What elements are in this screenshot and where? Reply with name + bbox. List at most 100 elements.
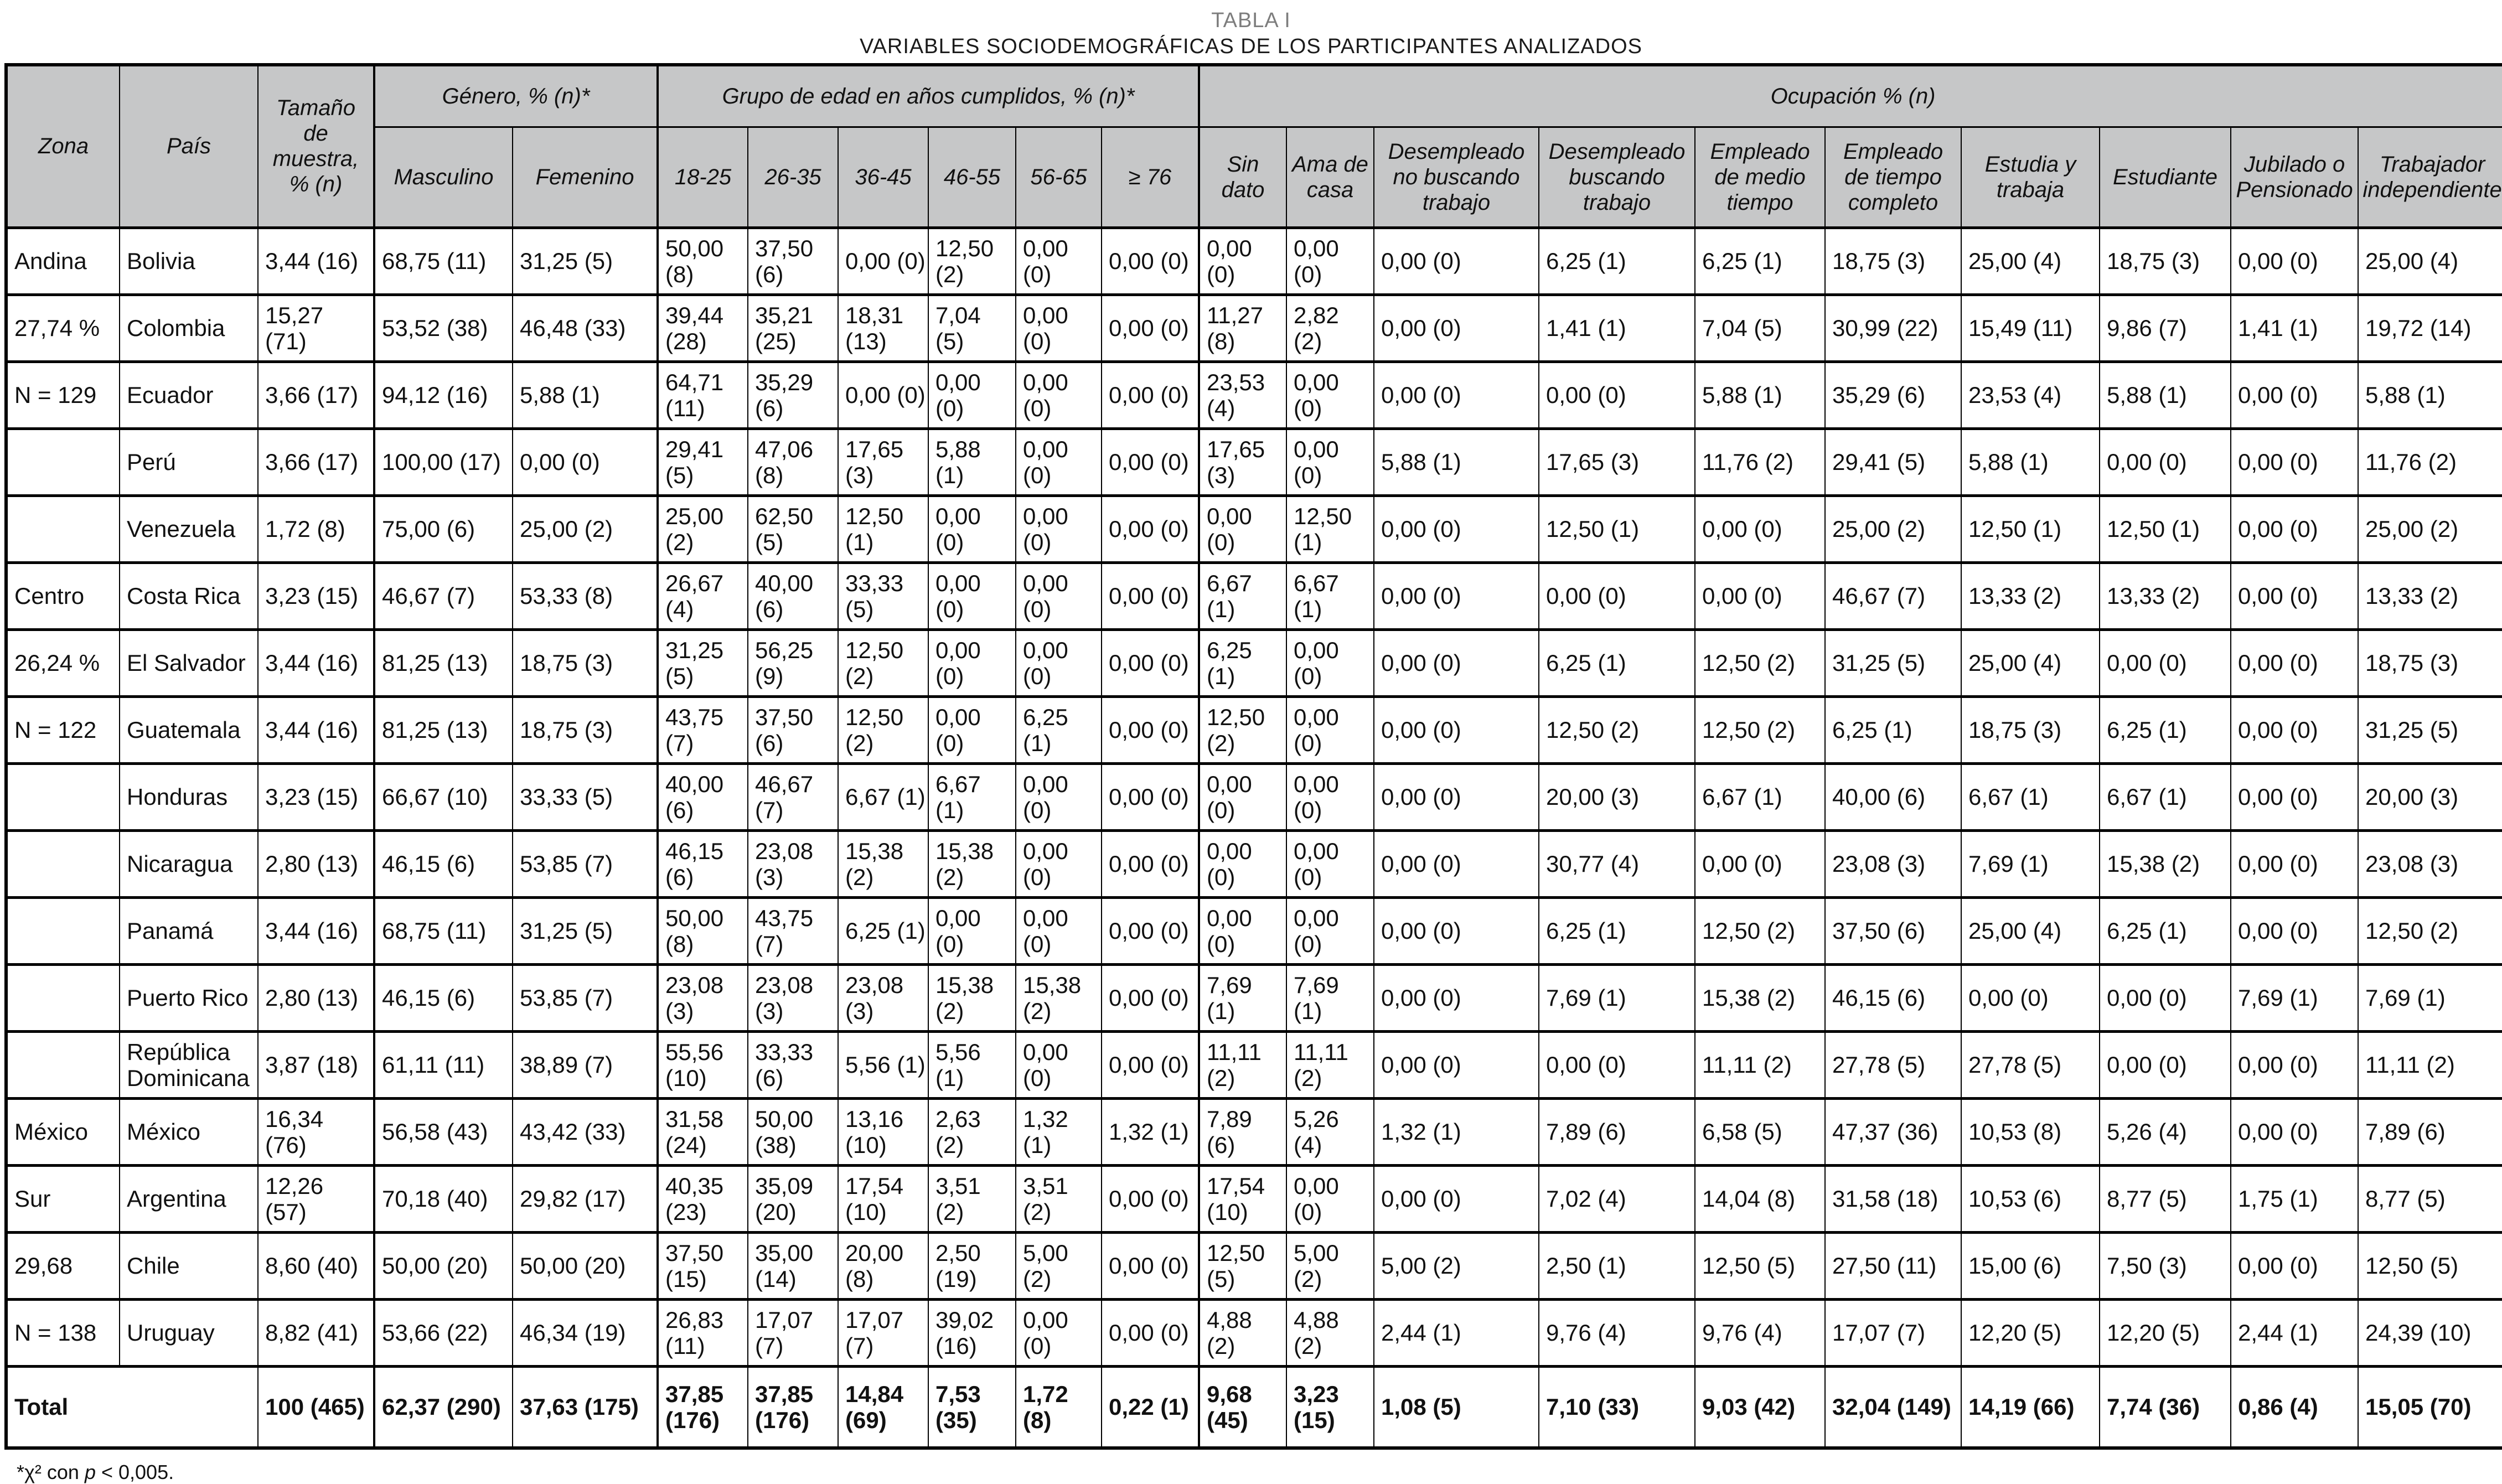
- value-cell: 0,00 (0): [1100, 829, 1200, 899]
- value-cell: 46,15 (6): [373, 829, 513, 899]
- pais-cell: Bolivia: [119, 226, 259, 296]
- total-value-cell: 0,22 (1): [1100, 1364, 1200, 1450]
- value-cell: 27,78 (5): [1961, 1030, 2101, 1100]
- zona-cell: [6, 896, 120, 966]
- value-cell: 46,67 (7): [1824, 561, 1962, 631]
- value-cell: 50,00 (8): [656, 226, 748, 296]
- col-header-edad-46-55: 46-55: [928, 126, 1016, 229]
- value-cell: 0,00 (0): [1015, 293, 1102, 363]
- value-cell: 15,00 (6): [1961, 1230, 2101, 1301]
- value-cell: 40,00 (6): [656, 762, 748, 832]
- value-cell: 35,09 (20): [747, 1164, 839, 1234]
- value-cell: 12,50 (2): [838, 628, 929, 698]
- pais-cell: Colombia: [119, 293, 259, 363]
- value-cell: 29,41 (5): [656, 427, 748, 497]
- value-cell: 0,00 (0): [1286, 427, 1375, 497]
- value-cell: 6,25 (1): [1538, 628, 1696, 698]
- value-cell: 10,53 (6): [1961, 1164, 2101, 1234]
- value-cell: 14,04 (8): [1694, 1164, 1826, 1234]
- table-header: Zona País Tamaño de muestra, % (n) Géner…: [6, 63, 2502, 229]
- total-label-cell: Total: [6, 1364, 259, 1450]
- value-cell: 15,38 (2): [1694, 963, 1826, 1033]
- pais-cell: México: [119, 1097, 259, 1167]
- total-value-cell: 14,84 (69): [838, 1364, 929, 1450]
- value-cell: 13,33 (2): [2099, 561, 2232, 631]
- value-cell: 0,00 (0): [2230, 561, 2359, 631]
- zona-cell: 29,68: [6, 1230, 120, 1301]
- value-cell: 55,56 (10): [656, 1030, 748, 1100]
- value-cell: 0,00 (0): [1015, 1297, 1102, 1368]
- value-cell: 0,00 (0): [2099, 628, 2232, 698]
- value-cell: 68,75 (11): [373, 896, 513, 966]
- value-cell: 0,00 (0): [1373, 695, 1540, 765]
- value-cell: 25,00 (2): [1824, 494, 1962, 564]
- pais-cell: República Dominicana: [119, 1030, 259, 1100]
- value-cell: 46,15 (6): [1824, 963, 1962, 1033]
- value-cell: 9,76 (4): [1694, 1297, 1826, 1368]
- value-cell: 7,89 (6): [1538, 1097, 1696, 1167]
- value-cell: 20,00 (3): [2358, 762, 2502, 832]
- zona-cell: [6, 762, 120, 832]
- pais-cell: Ecuador: [119, 360, 259, 430]
- value-cell: 0,00 (0): [1198, 829, 1288, 899]
- value-cell: 6,25 (1): [1824, 695, 1962, 765]
- total-value-cell: 14,19 (66): [1961, 1364, 2101, 1450]
- total-value-cell: 32,04 (149): [1824, 1364, 1962, 1450]
- value-cell: 23,08 (3): [747, 829, 839, 899]
- value-cell: 4,88 (2): [1198, 1297, 1288, 1368]
- value-cell: 0,00 (0): [2099, 427, 2232, 497]
- value-cell: 2,80 (13): [257, 963, 375, 1033]
- value-cell: 0,00 (0): [1198, 226, 1288, 296]
- table-row: Sur Argentina 12,26 (57) 70,18 (40) 29,82 (1…: [6, 1164, 2502, 1234]
- value-cell: 56,58 (43): [373, 1097, 513, 1167]
- value-cell: 12,50 (1): [1538, 494, 1696, 564]
- value-cell: 12,50 (1): [2099, 494, 2232, 564]
- value-cell: 12,20 (5): [1961, 1297, 2101, 1368]
- pais-cell: Argentina: [119, 1164, 259, 1234]
- value-cell: 3,23 (15): [257, 762, 375, 832]
- value-cell: 37,50 (6): [747, 695, 839, 765]
- value-cell: 18,75 (3): [2358, 628, 2502, 698]
- value-cell: 15,38 (2): [928, 829, 1016, 899]
- zona-cell: Centro: [6, 561, 120, 631]
- total-value-cell: 7,53 (35): [928, 1364, 1016, 1450]
- value-cell: 5,88 (1): [1373, 427, 1540, 497]
- value-cell: 5,88 (1): [1694, 360, 1826, 430]
- value-cell: 61,11 (11): [373, 1030, 513, 1100]
- value-cell: 0,00 (0): [1286, 896, 1375, 966]
- total-value-cell: 37,63 (175): [512, 1364, 658, 1450]
- value-cell: 0,00 (0): [1100, 293, 1200, 363]
- value-cell: 6,67 (1): [838, 762, 929, 832]
- value-cell: 0,00 (0): [1015, 360, 1102, 430]
- value-cell: 35,29 (6): [1824, 360, 1962, 430]
- value-cell: 0,00 (0): [1100, 561, 1200, 631]
- total-value-cell: 1,72 (8): [1015, 1364, 1102, 1450]
- value-cell: 7,69 (1): [1286, 963, 1375, 1033]
- value-cell: 7,89 (6): [2358, 1097, 2502, 1167]
- value-cell: 46,15 (6): [656, 829, 748, 899]
- total-value-cell: 37,85 (176): [747, 1364, 839, 1450]
- table-row: 27,74 % Colombia 15,27 (71) 53,52 (38) 46,48…: [6, 293, 2502, 363]
- value-cell: 15,49 (11): [1961, 293, 2101, 363]
- value-cell: 12,50 (1): [1286, 494, 1375, 564]
- value-cell: 0,00 (0): [1015, 1030, 1102, 1100]
- value-cell: 0,00 (0): [1100, 1297, 1200, 1368]
- value-cell: 7,69 (1): [2230, 963, 2359, 1033]
- value-cell: 31,25 (5): [512, 896, 658, 966]
- zona-cell: 27,74 %: [6, 293, 120, 363]
- value-cell: 6,67 (1): [928, 762, 1016, 832]
- value-cell: 2,80 (13): [257, 829, 375, 899]
- col-header-desempleado-no-buscando: Desempleado no buscando trabajo: [1373, 126, 1540, 229]
- total-value-cell: 9,03 (42): [1694, 1364, 1826, 1450]
- value-cell: 40,35 (23): [656, 1164, 748, 1234]
- value-cell: 30,99 (22): [1824, 293, 1962, 363]
- value-cell: 31,58 (24): [656, 1097, 748, 1167]
- col-header-femenino: Femenino: [512, 126, 658, 229]
- value-cell: 26,67 (4): [656, 561, 748, 631]
- value-cell: 0,00 (0): [2230, 427, 2359, 497]
- value-cell: 0,00 (0): [2230, 896, 2359, 966]
- value-cell: 46,48 (33): [512, 293, 658, 363]
- value-cell: 0,00 (0): [1100, 762, 1200, 832]
- value-cell: 38,89 (7): [512, 1030, 658, 1100]
- value-cell: 6,67 (1): [1286, 561, 1375, 631]
